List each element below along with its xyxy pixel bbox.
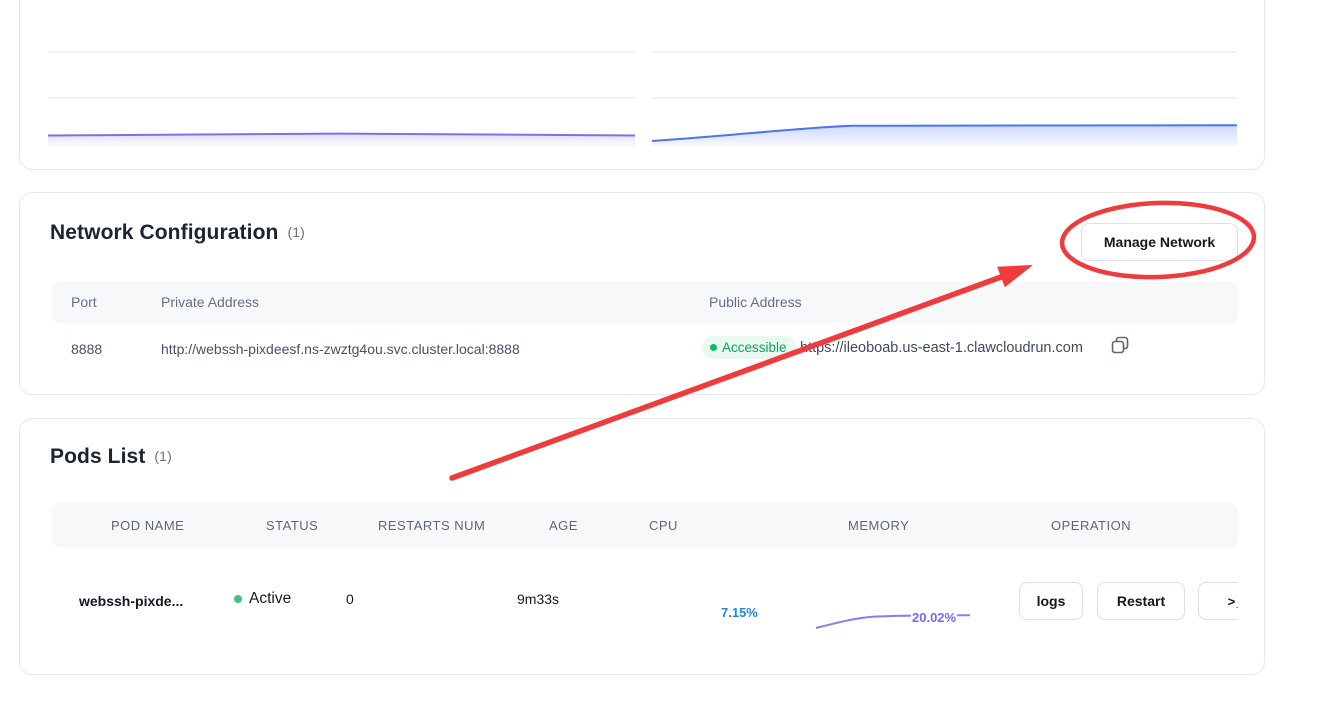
column-restarts-num: RESTARTS NUM — [378, 518, 486, 533]
private-address-value: http://webssh-pixdeesf.ns-zwztg4ou.svc.c… — [161, 341, 520, 357]
green-dot-icon — [710, 344, 717, 351]
column-pod-name: POD NAME — [111, 518, 185, 533]
pods-list-title-text: Pods List — [50, 445, 146, 468]
pod-operations: logs Restart >_ — [1011, 579, 1238, 623]
column-memory: MEMORY — [848, 518, 910, 533]
column-port: Port — [71, 294, 97, 310]
pod-status: Active — [234, 590, 291, 608]
column-operation: OPERATION — [1051, 518, 1132, 533]
pods-table-header: POD NAME STATUS RESTARTS NUM AGE CPU MEM… — [52, 503, 1238, 547]
column-public-address: Public Address — [709, 294, 802, 310]
column-status: STATUS — [266, 518, 319, 533]
pods-list-title: Pods List (1) — [50, 445, 172, 469]
pod-age-value: 9m33s — [517, 591, 560, 607]
network-configuration-card: Network Configuration (1) Manage Network … — [19, 192, 1265, 395]
column-private-address: Private Address — [161, 294, 260, 310]
pod-restarts-value: 0 — [346, 591, 354, 607]
pod-memory-percent-label: 20.02% — [911, 610, 958, 625]
pods-count-badge: (1) — [154, 448, 172, 464]
overview-right-area-chart — [652, 51, 1237, 146]
accessible-label: Accessible — [722, 340, 787, 355]
public-address-link[interactable]: https://ileoboab.us-east-1.clawcloudrun.… — [800, 340, 1083, 356]
pod-name-value: webssh-pixde... — [79, 593, 184, 609]
network-configuration-title-text: Network Configuration — [50, 221, 279, 244]
pod-status-label: Active — [249, 590, 292, 607]
port-value: 8888 — [71, 341, 103, 357]
network-table-header: Port Private Address Public Address — [52, 282, 1238, 323]
overview-left-area-chart — [48, 51, 635, 146]
manage-network-button[interactable]: Manage Network — [1081, 223, 1238, 261]
terminal-button[interactable]: >_ — [1198, 582, 1238, 620]
pod-cpu-sparkline-chart — [616, 622, 764, 626]
network-configuration-title: Network Configuration (1) — [50, 221, 305, 245]
accessible-status-badge: Accessible — [702, 336, 797, 359]
column-cpu: CPU — [649, 518, 678, 533]
logs-button[interactable]: logs — [1019, 582, 1083, 620]
restart-button[interactable]: Restart — [1097, 582, 1185, 620]
active-status-dot-icon — [234, 595, 242, 603]
pods-list-card: Pods List (1) POD NAME STATUS RESTARTS NU… — [19, 418, 1265, 675]
copy-icon[interactable] — [1109, 336, 1131, 358]
column-age: AGE — [549, 518, 578, 533]
network-count-badge: (1) — [287, 224, 305, 240]
pod-cpu-percent-label: 7.15% — [721, 605, 758, 620]
